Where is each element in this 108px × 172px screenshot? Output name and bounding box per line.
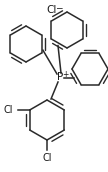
Text: P: P bbox=[57, 72, 63, 82]
Text: −: − bbox=[55, 3, 63, 13]
Text: +: + bbox=[62, 69, 69, 78]
Text: Cl: Cl bbox=[3, 105, 13, 115]
Text: Cl: Cl bbox=[47, 5, 57, 15]
Text: Cl: Cl bbox=[42, 153, 52, 163]
